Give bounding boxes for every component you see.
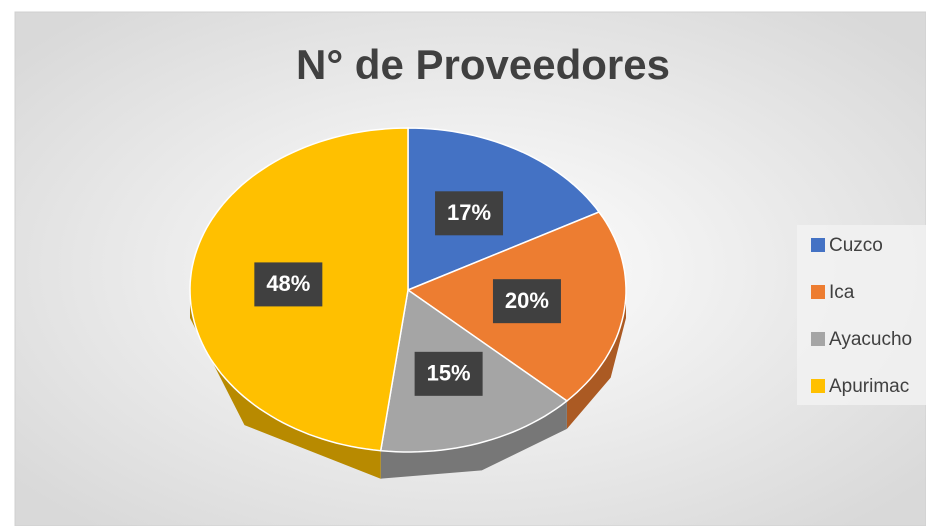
legend-swatch: [811, 379, 825, 393]
label-box: [492, 279, 561, 324]
data-label: 15%: [427, 361, 471, 386]
data-label: 48%: [266, 271, 310, 296]
pie-side: [380, 400, 567, 479]
data-label: 17%: [447, 200, 491, 225]
legend-box: [797, 225, 926, 405]
label-box: [414, 351, 483, 396]
label-box: [254, 262, 323, 307]
pie: 17% 20% 15% 48%: [189, 127, 627, 479]
label-box: [435, 191, 504, 236]
legend-label: Ayacucho: [829, 329, 912, 350]
data-label: 20%: [505, 288, 549, 313]
chart-title: N° de Proveedores: [296, 41, 670, 88]
legend-label: Apurimac: [829, 376, 909, 397]
pie-side: [190, 290, 381, 479]
pie-side: [566, 290, 626, 429]
legend-swatch: [811, 238, 825, 252]
legend-label: Cuzco: [829, 235, 883, 256]
legend-swatch: [811, 285, 825, 299]
legend-label: Ica: [829, 282, 855, 303]
legend: Cuzco Ica Ayacucho Apurimac: [811, 235, 912, 397]
legend-swatch: [811, 332, 825, 346]
pie-slice: [407, 127, 601, 292]
